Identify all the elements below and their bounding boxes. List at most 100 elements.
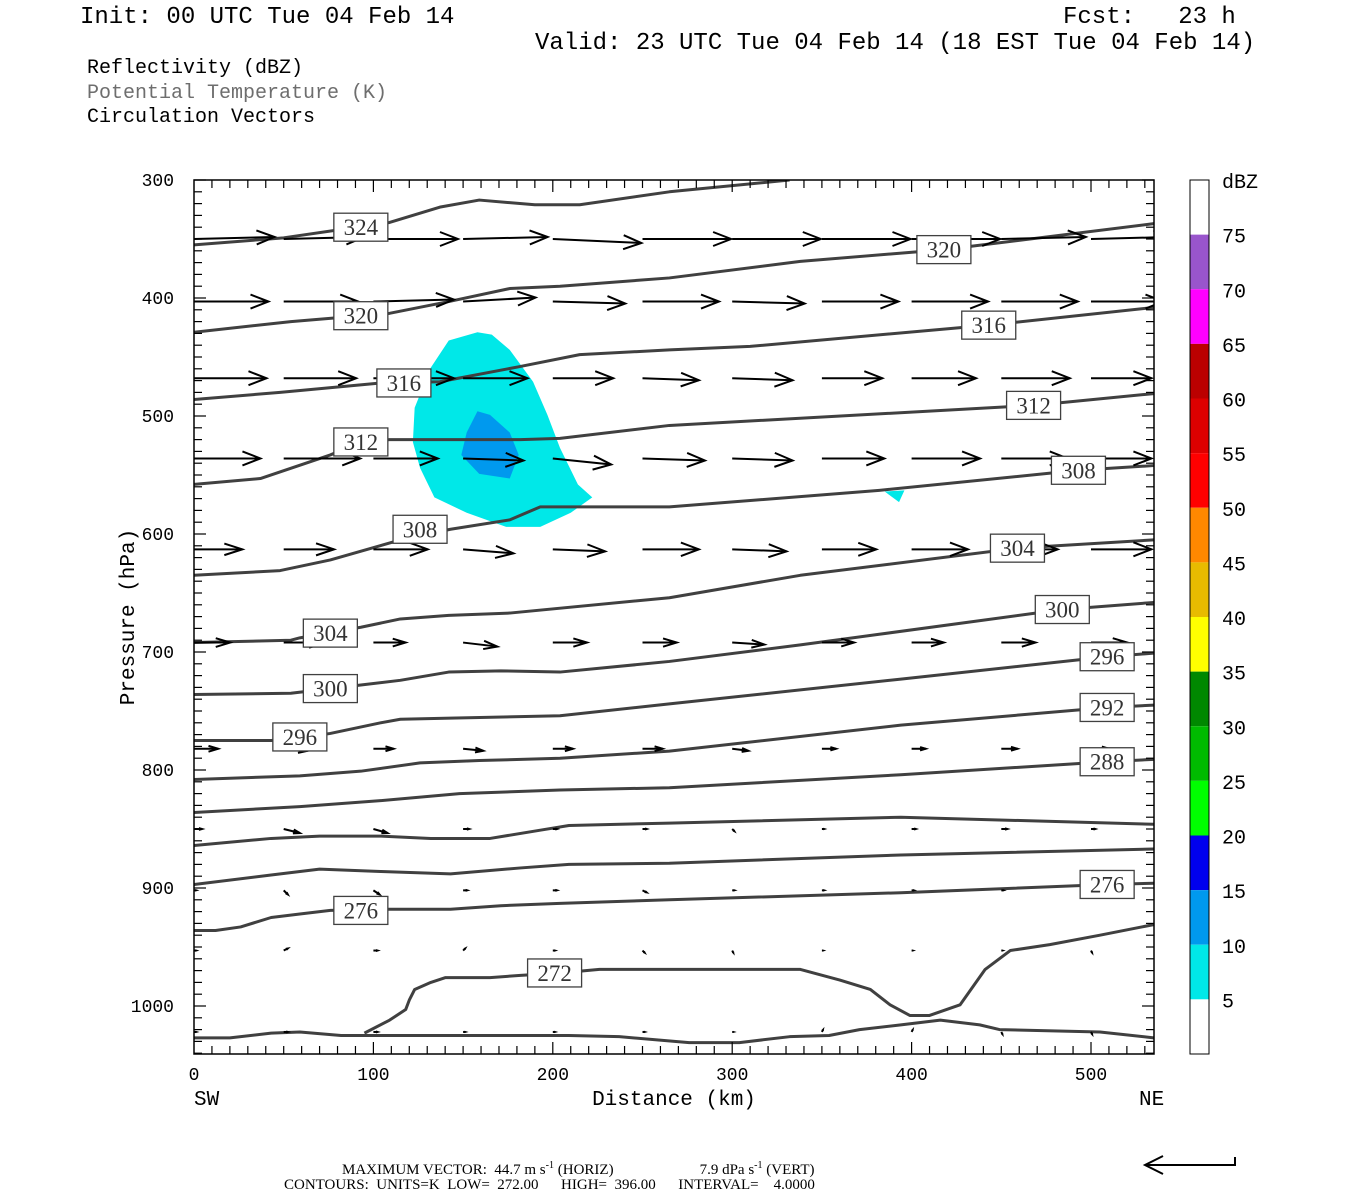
y-axis-title: Pressure (hPa)	[118, 529, 141, 705]
wind-vector	[373, 637, 410, 648]
wind-vector	[821, 231, 914, 247]
colorbar-label: 15	[1222, 882, 1246, 905]
wind-vector	[732, 371, 796, 388]
wind-vector	[732, 638, 768, 649]
contour-label-box	[376, 368, 432, 398]
y-tick-label: 800	[142, 762, 174, 782]
theta-contour-312	[194, 392, 1154, 486]
wind-vector	[642, 745, 667, 753]
colorbar-label: 5	[1222, 991, 1234, 1014]
wind-vector	[194, 229, 278, 246]
wind-vector	[283, 946, 291, 952]
wind-vector	[1091, 827, 1099, 831]
y-tick-label: 1000	[131, 998, 174, 1018]
theta-contour-308	[194, 464, 1154, 577]
contour-label-box	[989, 533, 1046, 563]
wind-vector	[373, 828, 391, 835]
reflectivity-area-10dbz	[461, 411, 519, 479]
wind-vector	[462, 639, 501, 651]
contour-label-box	[333, 301, 389, 331]
legend-potential-temperature: Potential Temperature (K)	[87, 82, 388, 105]
colorbar-segment	[1190, 890, 1209, 945]
contour-label: 276	[344, 898, 379, 923]
contour-label: 316	[971, 313, 1006, 338]
colorbar-label: 10	[1222, 937, 1246, 960]
colorbar-segment	[1190, 999, 1209, 1054]
legend-circulation-vectors: Circulation Vectors	[87, 106, 316, 129]
y-tick-label: 700	[142, 644, 174, 664]
colorbar-label: 45	[1222, 554, 1246, 577]
wind-vector	[283, 1030, 292, 1034]
wind-vector	[732, 231, 824, 247]
max-vert-tag: (VERT)	[766, 1162, 815, 1178]
y-tick-label: 500	[142, 408, 174, 428]
wind-vector	[463, 544, 517, 559]
theta-contour-276	[194, 881, 1154, 932]
wind-vector	[732, 451, 796, 468]
colorbar-segment	[1190, 671, 1209, 727]
colorbar-segment	[1190, 289, 1209, 344]
y-tick-label: 400	[142, 290, 174, 310]
contour-label-box	[333, 212, 389, 242]
x-axis-title: Distance (km)	[592, 1089, 756, 1112]
valid-time: Valid: 23 UTC Tue 04 Feb 14 (18 EST Tue …	[535, 30, 1256, 57]
colorbar-segment	[1190, 343, 1209, 399]
wind-vector	[642, 231, 734, 247]
contour-label: 316	[387, 371, 422, 396]
wind-vector	[373, 745, 398, 753]
wind-vector	[1090, 229, 1154, 246]
wind-vector	[642, 541, 702, 558]
wind-vector	[911, 827, 920, 831]
theta-contour-316	[194, 305, 1154, 401]
reference-vector-icon	[1142, 1155, 1236, 1175]
max-horiz-tag: (HORIZ)	[557, 1162, 614, 1178]
wind-vector	[642, 827, 651, 831]
colorbar-segment	[1190, 562, 1209, 617]
wind-vector	[911, 746, 930, 752]
theta-contour-304	[194, 538, 1154, 645]
contour-label-box	[961, 310, 1017, 340]
wind-vector	[1001, 293, 1081, 310]
wind-vector	[552, 827, 561, 831]
reflectivity-area-5dbz	[884, 490, 905, 503]
wind-vector	[821, 370, 886, 387]
wind-vector	[463, 888, 471, 892]
wind-vector	[1091, 370, 1154, 387]
contour-label-box	[392, 514, 448, 544]
contour-label-box	[1005, 390, 1062, 421]
wind-vector	[1001, 370, 1073, 387]
colorbar-segment	[1190, 617, 1209, 672]
contour-label: 304	[313, 621, 348, 646]
wind-vector	[463, 827, 473, 831]
wind-vector	[731, 828, 737, 834]
contour-label: 308	[403, 517, 438, 542]
wind-vector	[552, 637, 591, 648]
contour-label: 320	[927, 238, 962, 263]
wind-vector	[194, 370, 270, 387]
y-tick-label: 600	[142, 526, 174, 546]
wind-vector	[373, 949, 381, 952]
wind-vector	[552, 370, 616, 387]
wind-vector	[194, 542, 246, 557]
wind-vector	[642, 889, 650, 894]
theta-contour-280	[194, 847, 1154, 886]
wind-vector	[373, 1030, 381, 1034]
colorbar-label: 75	[1222, 227, 1246, 250]
x-tick-label: 100	[357, 1066, 389, 1086]
contour-label-box	[1050, 455, 1107, 485]
contour-label-box	[302, 618, 358, 648]
max-vector-line: MAXIMUM VECTOR: 44.7 m s-1 (HORIZ) 7.9 dP…	[342, 1158, 815, 1178]
contour-label-box	[272, 722, 328, 752]
wind-vector	[194, 637, 234, 648]
contour-label: 272	[537, 961, 572, 986]
max-vector-label: MAXIMUM VECTOR:	[342, 1162, 487, 1178]
wind-vector	[463, 451, 527, 468]
colorbar-segment	[1190, 944, 1209, 1000]
colorbar-label: 65	[1222, 336, 1246, 359]
wind-vector	[732, 295, 808, 311]
contour-label-box	[1079, 692, 1135, 723]
wind-vector	[463, 746, 487, 754]
wind-vector	[282, 889, 291, 897]
colorbar-label: 20	[1222, 828, 1246, 851]
x-end-label-ne: NE	[1139, 1089, 1164, 1112]
